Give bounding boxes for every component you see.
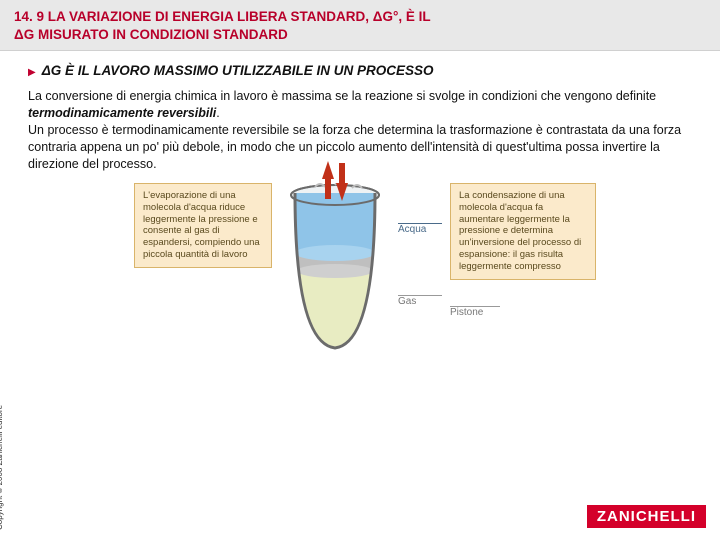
header-bar: 14. 9 LA VARIAZIONE DI ENERGIA LIBERA ST… — [0, 0, 720, 51]
bullet-icon: ▶ — [28, 67, 36, 78]
figure-wrap: L'evaporazione di una molecola d'acqua r… — [28, 183, 702, 353]
para2: Un processo è termodinamicamente reversi… — [28, 123, 681, 171]
callout-left: L'evaporazione di una molecola d'acqua r… — [134, 183, 272, 268]
label-column: Acqua Gas — [398, 223, 442, 307]
page-title: 14. 9 LA VARIAZIONE DI ENERGIA LIBERA ST… — [14, 8, 706, 44]
subheading-row: ▶ ΔG È IL LAVORO MASSIMO UTILIZZABILE IN… — [28, 63, 702, 78]
brand-logo: ZANICHELLI — [587, 505, 706, 528]
term-reversibili: termodinamicamente reversibili — [28, 106, 216, 120]
title-line2: ΔG MISURATO IN CONDIZIONI STANDARD — [14, 27, 288, 42]
beaker-diagram — [280, 183, 390, 353]
label-acqua: Acqua — [398, 223, 442, 235]
para1a: La conversione di energia chimica in lav… — [28, 89, 656, 103]
figure: L'evaporazione di una molecola d'acqua r… — [134, 183, 596, 353]
title-line1: 14. 9 LA VARIAZIONE DI ENERGIA LIBERA ST… — [14, 9, 431, 24]
para1b: . — [216, 106, 219, 120]
arrows-icon — [322, 161, 348, 201]
beaker-column — [280, 183, 390, 353]
body-paragraph: La conversione di energia chimica in lav… — [28, 88, 702, 172]
subheading: ΔG È IL LAVORO MASSIMO UTILIZZABILE IN U… — [42, 63, 434, 78]
label-gas: Gas — [398, 295, 442, 307]
callout-right: La condensazione di una molecola d'acqua… — [450, 183, 596, 280]
copyright-text: Copyright © 2008 Zanichelli editore — [0, 405, 4, 530]
content-area: ▶ ΔG È IL LAVORO MASSIMO UTILIZZABILE IN… — [0, 51, 720, 352]
label-pistone: Pistone — [450, 306, 500, 318]
